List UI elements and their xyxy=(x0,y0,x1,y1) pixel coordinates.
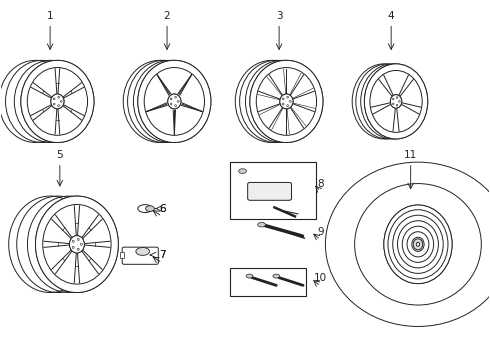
Ellipse shape xyxy=(396,104,398,106)
Ellipse shape xyxy=(61,100,62,102)
Ellipse shape xyxy=(384,205,452,284)
Text: 9: 9 xyxy=(317,227,324,237)
Ellipse shape xyxy=(51,94,64,109)
Ellipse shape xyxy=(258,222,266,227)
Ellipse shape xyxy=(77,248,79,250)
Ellipse shape xyxy=(287,96,289,98)
Ellipse shape xyxy=(171,98,172,100)
Ellipse shape xyxy=(51,94,64,109)
Ellipse shape xyxy=(171,103,172,105)
Ellipse shape xyxy=(80,243,82,246)
Ellipse shape xyxy=(73,240,74,242)
Ellipse shape xyxy=(70,235,84,253)
Ellipse shape xyxy=(168,94,181,109)
Text: 10: 10 xyxy=(314,273,327,283)
Ellipse shape xyxy=(273,274,280,278)
Ellipse shape xyxy=(175,105,176,107)
Text: 1: 1 xyxy=(47,11,53,21)
Ellipse shape xyxy=(287,105,289,107)
Ellipse shape xyxy=(282,98,284,100)
Ellipse shape xyxy=(70,235,84,253)
Ellipse shape xyxy=(290,100,291,102)
Text: 4: 4 xyxy=(388,11,394,21)
Ellipse shape xyxy=(280,94,293,109)
Text: 5: 5 xyxy=(56,150,63,160)
FancyBboxPatch shape xyxy=(247,183,292,200)
Text: 3: 3 xyxy=(276,11,282,21)
Ellipse shape xyxy=(246,274,253,278)
Ellipse shape xyxy=(391,95,402,108)
Ellipse shape xyxy=(58,105,59,107)
Ellipse shape xyxy=(35,196,118,293)
Ellipse shape xyxy=(239,169,246,174)
Text: 6: 6 xyxy=(159,203,166,213)
Text: 2: 2 xyxy=(164,11,171,21)
Ellipse shape xyxy=(413,239,423,250)
Ellipse shape xyxy=(77,238,79,240)
Ellipse shape xyxy=(391,95,402,108)
Ellipse shape xyxy=(73,246,74,248)
Text: 6: 6 xyxy=(159,203,166,213)
Bar xyxy=(230,267,306,296)
Ellipse shape xyxy=(58,96,59,98)
Ellipse shape xyxy=(138,204,152,212)
Ellipse shape xyxy=(416,242,419,246)
Ellipse shape xyxy=(396,97,398,98)
Text: 11: 11 xyxy=(404,150,417,160)
Ellipse shape xyxy=(146,206,154,211)
Bar xyxy=(120,252,124,258)
Ellipse shape xyxy=(53,103,55,105)
Text: 7: 7 xyxy=(159,250,166,260)
Ellipse shape xyxy=(136,248,149,255)
Ellipse shape xyxy=(250,60,323,143)
FancyBboxPatch shape xyxy=(122,247,158,264)
Bar xyxy=(230,162,316,219)
Ellipse shape xyxy=(365,64,428,139)
Ellipse shape xyxy=(168,94,181,109)
Ellipse shape xyxy=(175,96,176,98)
Ellipse shape xyxy=(280,94,293,109)
Text: 8: 8 xyxy=(317,179,324,189)
Ellipse shape xyxy=(282,103,284,105)
Ellipse shape xyxy=(399,100,400,102)
Ellipse shape xyxy=(177,100,179,102)
Ellipse shape xyxy=(138,60,211,143)
Ellipse shape xyxy=(392,98,394,100)
Ellipse shape xyxy=(53,98,55,100)
Ellipse shape xyxy=(21,60,94,143)
Ellipse shape xyxy=(392,103,394,105)
Text: 7: 7 xyxy=(159,250,166,260)
